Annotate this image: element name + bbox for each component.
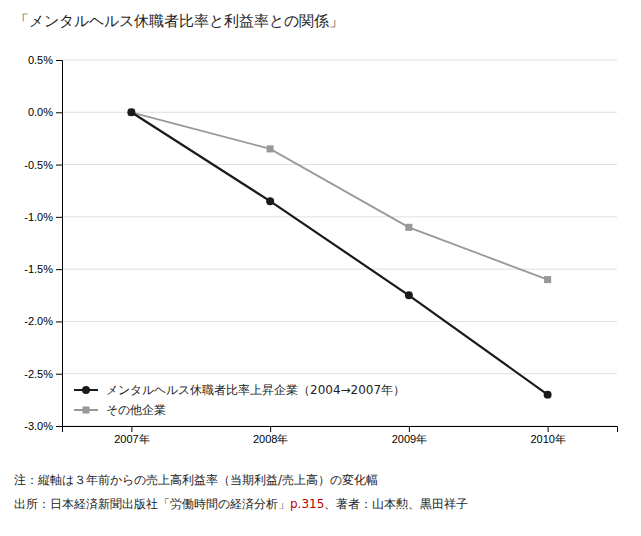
chart: 「メンタルヘルス休職者比率と利益率との関係」 0.5% 0.0% -0.5% -1.0%…: [0, 0, 641, 536]
y-tick: -1.5%: [24, 263, 62, 275]
legend-label: その他企業: [106, 403, 166, 417]
y-tick-label: -1.5%: [24, 263, 53, 275]
grid-line: [62, 269, 617, 270]
y-tick-label: -2.0%: [24, 315, 53, 327]
y-tick: -0.5%: [24, 159, 62, 171]
tick-mark: [56, 217, 62, 218]
marker: [544, 276, 551, 283]
note: 注：縦軸は３年前からの売上高利益率（当期利益/売上高）の変化幅: [14, 473, 378, 487]
legend: メンタルヘルス休職者比率上昇企業（2004→2007年） その他企業: [74, 383, 405, 417]
series: [128, 109, 551, 283]
y-tick-label: -3.0%: [24, 420, 53, 432]
x-tick: 2007年: [114, 426, 149, 445]
grid: [62, 60, 617, 426]
tick-mark: [270, 426, 271, 432]
marker: [127, 108, 135, 116]
grid-line: [62, 373, 617, 374]
y-tick-label: 0.5%: [28, 54, 53, 66]
x-tick-label: 2008年: [253, 433, 288, 445]
tick-mark: [56, 60, 62, 61]
tick-mark: [56, 321, 62, 322]
y-axis: 0.5% 0.0% -0.5% -1.0% -1.5% -2.0% -2.5% -3.0%: [24, 54, 62, 432]
legend-item: メンタルヘルス休職者比率上昇企業（2004→2007年）: [74, 383, 405, 397]
axis-line: [63, 427, 618, 433]
marker: [128, 109, 135, 116]
x-axis: 2007年 2008年 2009年 2010年: [63, 426, 618, 445]
note-part: 、著者：山本勲、黒田祥子: [324, 497, 468, 511]
note-part: p.315: [290, 497, 324, 511]
note-part: 出所：日本経済新聞出版社「労働時間の経済分析」: [14, 497, 290, 511]
series: [127, 108, 551, 398]
grid-line: [62, 164, 617, 165]
legend-item: その他企業: [74, 403, 166, 417]
grid-line: [62, 60, 617, 61]
legend-label: メンタルヘルス休職者比率上昇企業（2004→2007年）: [106, 383, 405, 397]
tick-mark: [56, 269, 62, 270]
y-tick: 0.5%: [28, 54, 62, 66]
marker: [544, 391, 552, 399]
line: [131, 112, 547, 279]
tick-mark: [131, 426, 132, 432]
x-tick-label: 2009年: [392, 433, 427, 445]
marks: [127, 108, 551, 398]
marker: [266, 197, 274, 205]
marker: [405, 291, 413, 299]
grid-line: [62, 112, 617, 113]
legend-swatch-marker: [82, 386, 90, 394]
tick-mark: [56, 374, 62, 375]
y-tick-label: -1.0%: [24, 211, 53, 223]
y-tick: 0.0%: [28, 106, 62, 118]
title: 「メンタルヘルス休職者比率と利益率との関係」: [14, 12, 344, 30]
y-tick: -1.0%: [24, 211, 62, 223]
x-tick: 2008年: [253, 426, 288, 445]
axis-line: [56, 61, 63, 427]
y-tick: -3.0%: [24, 420, 62, 432]
tick-mark: [548, 426, 549, 432]
y-tick: -2.5%: [24, 368, 62, 380]
tick-mark: [56, 165, 62, 166]
x-tick: 2010年: [530, 426, 565, 445]
line: [131, 112, 547, 394]
y-tick-label: -0.5%: [24, 159, 53, 171]
note-part: 注：縦軸は３年前からの売上高利益率（当期利益/売上高）の変化幅: [14, 473, 378, 487]
grid-line: [62, 321, 617, 322]
tick-mark: [409, 426, 410, 432]
x-tick: 2009年: [392, 426, 427, 445]
plot: 0.5% 0.0% -0.5% -1.0% -1.5% -2.0% -2.5% -3.0% 20…: [24, 54, 617, 445]
legend-swatch-marker: [82, 406, 89, 413]
y-tick-label: -2.5%: [24, 368, 53, 380]
y-tick: -2.0%: [24, 315, 62, 327]
x-tick-label: 2007年: [114, 433, 149, 445]
marker: [267, 145, 274, 152]
tick-mark: [56, 112, 62, 113]
note: 出所：日本経済新聞出版社「労働時間の経済分析」p.315、著者：山本勲、黒田祥子: [14, 497, 468, 511]
marker: [405, 224, 412, 231]
x-tick-label: 2010年: [530, 433, 565, 445]
grid-line: [62, 216, 617, 217]
tick-mark: [56, 426, 62, 427]
y-tick-label: 0.0%: [28, 106, 53, 118]
